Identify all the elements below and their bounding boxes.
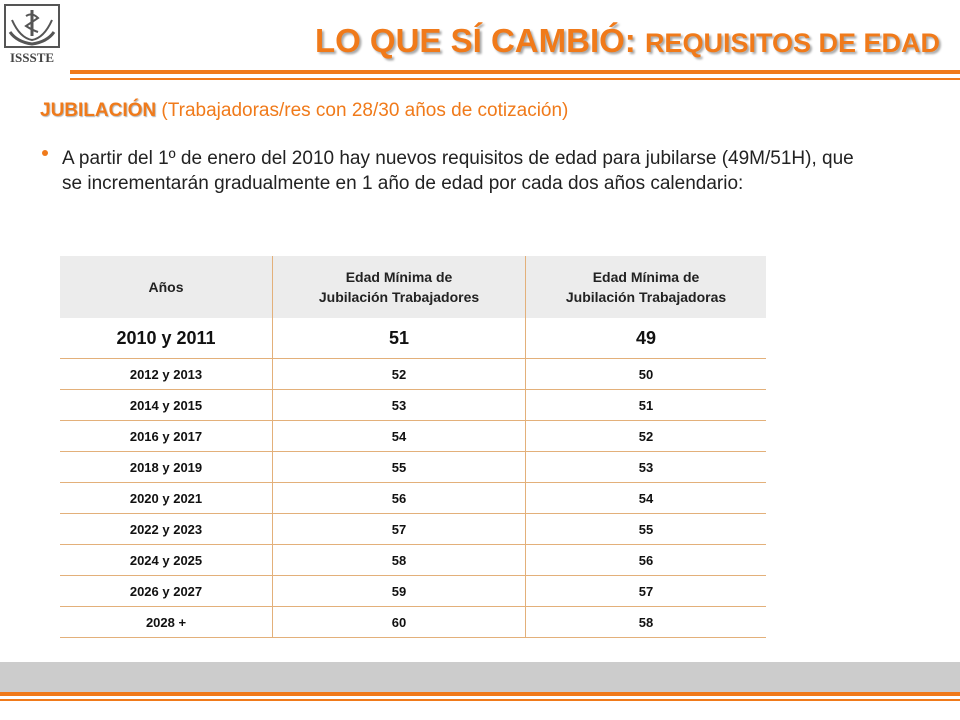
cell-women-age: 57 <box>525 575 766 607</box>
bullet-dot-icon <box>42 150 48 156</box>
cell-years: 2022 y 2023 <box>60 513 273 545</box>
issste-logo: ISSSTE <box>2 2 62 66</box>
section-subtitle: JUBILACIÓN (Trabajadoras/res con 28/30 a… <box>40 100 568 122</box>
table-row: 2024 y 2025 58 56 <box>60 544 766 576</box>
header-women: Edad Mínima de Jubilación Trabajadoras <box>525 256 766 318</box>
table-row: 2018 y 2019 55 53 <box>60 451 766 483</box>
cell-women-age: 49 <box>525 318 766 359</box>
cell-years: 2012 y 2013 <box>60 358 273 390</box>
cell-men-age: 55 <box>272 451 526 483</box>
title-secondary: REQUISITOS DE EDAD <box>644 28 940 58</box>
cell-women-age: 55 <box>525 513 766 545</box>
table-row: 2020 y 2021 56 54 <box>60 482 766 514</box>
table-row: 2016 y 2017 54 52 <box>60 420 766 452</box>
table-row: 2026 y 2027 59 57 <box>60 575 766 607</box>
header-rule-thick <box>70 70 960 74</box>
slide-title: LO QUE SÍ CAMBIÓ: REQUISITOS DE EDAD <box>315 22 940 60</box>
table-row: 2012 y 2013 52 50 <box>60 358 766 390</box>
table-row: 2022 y 2023 57 55 <box>60 513 766 545</box>
cell-men-age: 57 <box>272 513 526 545</box>
cell-women-age: 54 <box>525 482 766 514</box>
subtitle-detail: (Trabajadoras/res con 28/30 años de coti… <box>156 100 569 121</box>
cell-years: 2026 y 2027 <box>60 575 273 607</box>
footer-rule-thick <box>0 692 960 696</box>
table-row: 2014 y 2015 53 51 <box>60 389 766 421</box>
header-rule-thin <box>70 78 960 80</box>
cell-women-age: 56 <box>525 544 766 576</box>
cell-men-age: 53 <box>272 389 526 421</box>
header-men: Edad Mínima de Jubilación Trabajadores <box>272 256 526 318</box>
issste-emblem-icon: ISSSTE <box>4 4 60 65</box>
footer-band <box>0 662 960 692</box>
cell-years: 2014 y 2015 <box>60 389 273 421</box>
cell-women-age: 50 <box>525 358 766 390</box>
bullet-text: A partir del 1º de enero del 2010 hay nu… <box>62 148 854 194</box>
cell-years: 2016 y 2017 <box>60 420 273 452</box>
cell-women-age: 51 <box>525 389 766 421</box>
cell-years: 2020 y 2021 <box>60 482 273 514</box>
cell-years: 2010 y 2011 <box>60 318 273 359</box>
cell-men-age: 60 <box>272 606 526 638</box>
cell-men-age: 58 <box>272 544 526 576</box>
cell-women-age: 52 <box>525 420 766 452</box>
cell-men-age: 54 <box>272 420 526 452</box>
title-main: LO QUE SÍ CAMBIÓ: <box>314 22 645 59</box>
header-years: Años <box>60 256 273 318</box>
cell-men-age: 59 <box>272 575 526 607</box>
cell-years: 2018 y 2019 <box>60 451 273 483</box>
cell-men-age: 51 <box>272 318 526 359</box>
cell-women-age: 58 <box>525 606 766 638</box>
table-row: 2028 + 60 58 <box>60 606 766 638</box>
cell-women-age: 53 <box>525 451 766 483</box>
table-header-row: Años Edad Mínima de Jubilación Trabajado… <box>60 256 766 318</box>
cell-men-age: 56 <box>272 482 526 514</box>
logo-text: ISSSTE <box>10 50 54 65</box>
cell-men-age: 52 <box>272 358 526 390</box>
table-row: 2010 y 2011 51 49 <box>60 318 766 359</box>
retirement-age-table: Años Edad Mínima de Jubilación Trabajado… <box>60 256 766 638</box>
cell-years: 2028 + <box>60 606 273 638</box>
cell-years: 2024 y 2025 <box>60 544 273 576</box>
footer-rule-thin <box>0 699 960 701</box>
subtitle-label: JUBILACIÓN <box>40 100 157 121</box>
